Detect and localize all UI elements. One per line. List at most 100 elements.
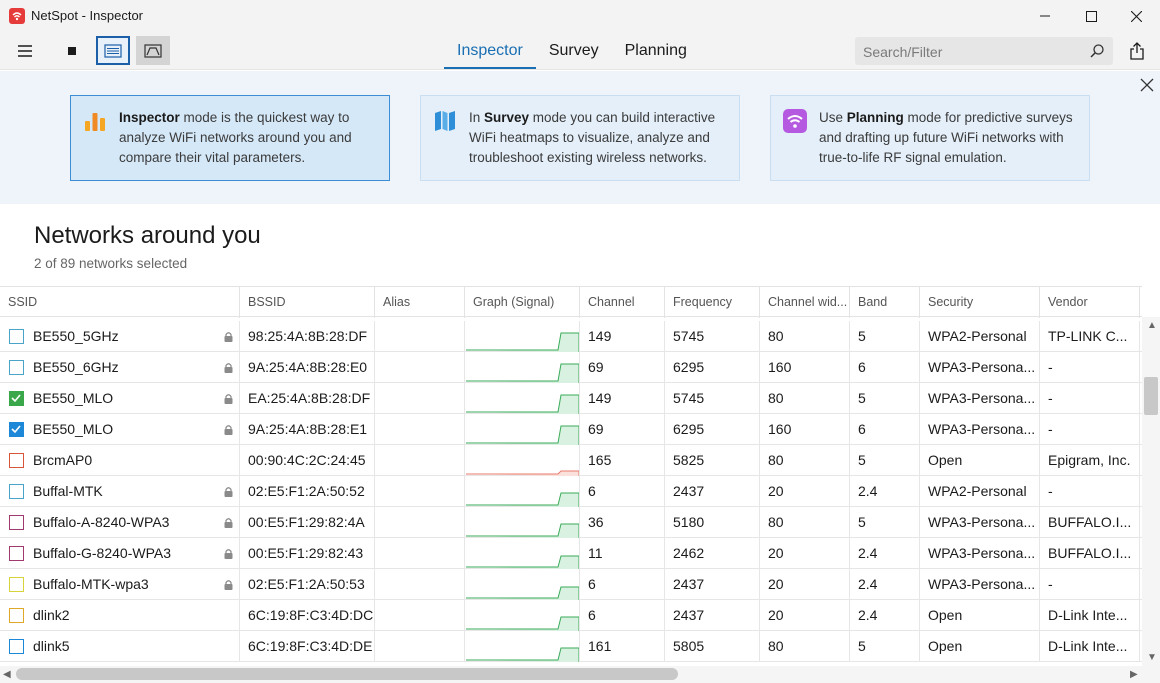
table-row[interactable]: BE550_MLO EA:25:4A:8B:28:DF 149 5745 80 5 WPA3…: [0, 383, 1142, 414]
table-view-button[interactable]: [96, 36, 130, 65]
scroll-down-icon[interactable]: ▼: [1147, 652, 1157, 663]
network-checkbox[interactable]: [9, 453, 24, 468]
cell-channel: 149: [580, 321, 665, 352]
cell-security: WPA2-Personal: [920, 476, 1040, 507]
scroll-left-icon[interactable]: ◀: [3, 669, 11, 680]
graph-view-button[interactable]: [136, 36, 170, 65]
header-col-security[interactable]: Security: [920, 287, 1040, 318]
table-row[interactable]: dlink2 6C:19:8F:C3:4D:DC 6 2437 20 2.4 Open D-L…: [0, 600, 1142, 631]
cell-vendor: -: [1040, 569, 1140, 600]
scroll-up-icon[interactable]: ▲: [1147, 320, 1157, 331]
cell-security: Open: [920, 631, 1040, 662]
tab-planning[interactable]: Planning: [624, 42, 687, 59]
network-checkbox[interactable]: [9, 608, 24, 623]
cell-vendor: D-Link Inte...: [1040, 631, 1140, 662]
header-col-alias[interactable]: Alias: [375, 287, 465, 318]
signal-sparkline: [466, 586, 580, 600]
cell-alias: [375, 414, 465, 445]
network-checkbox[interactable]: [9, 391, 24, 406]
signal-sparkline: [466, 555, 580, 569]
inspector-mode-card[interactable]: Inspector mode is the quickest way to an…: [70, 95, 390, 181]
cell-band: 6: [850, 352, 920, 383]
export-button[interactable]: [1124, 36, 1150, 66]
table-row[interactable]: Buffalo-G-8240-WPA3 00:E5:F1:29:82:43 11 24…: [0, 538, 1142, 569]
header-col-channel[interactable]: Channel: [580, 287, 665, 318]
header-col-ssid[interactable]: SSID: [0, 287, 240, 318]
network-checkbox[interactable]: [9, 484, 24, 499]
search-placeholder: Search/Filter: [863, 44, 943, 60]
cell-channel-width: 80: [760, 445, 850, 476]
cell-channel-width: 80: [760, 631, 850, 662]
scroll-right-icon[interactable]: ▶: [1130, 669, 1138, 680]
cell-alias: [375, 600, 465, 631]
table-row[interactable]: BrcmAP0 00:90:4C:2C:24:45 165 5825 80 5 Open Ep…: [0, 445, 1142, 476]
cell-band: 5: [850, 383, 920, 414]
cell-ssid: Buffalo-G-8240-WPA3: [0, 538, 240, 569]
header-col-type[interactable]: Ty: [1140, 287, 1142, 318]
network-checkbox[interactable]: [9, 515, 24, 530]
horizontal-scroll-thumb[interactable]: [16, 668, 678, 680]
header-col-band[interactable]: Band: [850, 287, 920, 318]
minimize-button[interactable]: [1022, 0, 1068, 32]
signal-graph: [466, 569, 580, 600]
cell-alias: [375, 569, 465, 600]
cell-vendor: D-Link Inte...: [1040, 600, 1140, 631]
table-row[interactable]: Buffalo-MTK-wpa3 02:E5:F1:2A:50:53 6 2437 20…: [0, 569, 1142, 600]
cell-alias: [375, 476, 465, 507]
header-col-frequency[interactable]: Frequency: [665, 287, 760, 318]
menu-button[interactable]: [8, 36, 42, 65]
maximize-button[interactable]: [1068, 0, 1114, 32]
signal-sparkline: [466, 492, 580, 507]
planning-mode-card[interactable]: Use Planning mode for predictive surveys…: [770, 95, 1090, 181]
table-row[interactable]: Buffal-MTK 02:E5:F1:2A:50:52 6 2437 20 2.4 WPA…: [0, 476, 1142, 507]
header-col-vendor[interactable]: Vendor: [1040, 287, 1140, 318]
network-checkbox[interactable]: [9, 639, 24, 654]
vertical-scrollbar[interactable]: [1142, 317, 1160, 666]
cell-vendor: BUFFALO.I...: [1040, 507, 1140, 538]
cell-ssid: BrcmAP0: [0, 445, 240, 476]
header-col-bssid[interactable]: BSSID: [240, 287, 375, 318]
table-row[interactable]: Buffalo-A-8240-WPA3 00:E5:F1:29:82:4A 36 51…: [0, 507, 1142, 538]
cell-band: 5: [850, 321, 920, 352]
cell-band: 2.4: [850, 600, 920, 631]
network-checkbox[interactable]: [9, 360, 24, 375]
signal-graph: [466, 600, 580, 631]
cell-frequency: 2462: [665, 538, 760, 569]
table-row[interactable]: BE550_MLO 9A:25:4A:8B:28:E1 69 6295 160 6 WPA3…: [0, 414, 1142, 445]
signal-graph: [466, 352, 580, 383]
cell-frequency: 6295: [665, 414, 760, 445]
cell-frequency: 2437: [665, 569, 760, 600]
ssid-label: dlink2: [33, 607, 70, 623]
lock-icon: [224, 518, 233, 528]
title-bar: NetSpot - Inspector: [0, 0, 1160, 32]
survey-mode-card[interactable]: In Survey mode you can build interactive…: [420, 95, 740, 181]
header-col-channel-width[interactable]: Channel wid...: [760, 287, 850, 318]
network-checkbox[interactable]: [9, 577, 24, 592]
cell-ssid: Buffal-MTK: [0, 476, 240, 507]
cell-channel-width: 80: [760, 383, 850, 414]
table-row[interactable]: BE550_6GHz 9A:25:4A:8B:28:E0 69 6295 160 6 WPA…: [0, 352, 1142, 383]
cell-band: 5: [850, 631, 920, 662]
header-col-graph[interactable]: Graph (Signal): [465, 287, 580, 318]
window-title: NetSpot - Inspector: [31, 8, 143, 23]
search-input[interactable]: Search/Filter: [855, 37, 1113, 65]
network-checkbox[interactable]: [9, 422, 24, 437]
cell-bssid: 9A:25:4A:8B:28:E1: [240, 414, 375, 445]
close-banner-icon[interactable]: [1139, 77, 1155, 93]
network-checkbox[interactable]: [9, 329, 24, 344]
tab-inspector[interactable]: Inspector: [444, 32, 536, 70]
close-window-button[interactable]: [1113, 0, 1159, 32]
table-row[interactable]: dlink5 6C:19:8F:C3:4D:DE 161 5805 80 5 Open D-L…: [0, 631, 1142, 662]
table-row[interactable]: BE550_5GHz 98:25:4A:8B:28:DF 149 5745 80 5 WPA…: [0, 321, 1142, 352]
lock-icon: [224, 363, 233, 373]
vertical-scroll-thumb[interactable]: [1144, 377, 1158, 415]
cell-ssid: BE550_MLO: [0, 414, 240, 445]
tab-survey[interactable]: Survey: [548, 42, 599, 59]
cell-ssid: BE550_5GHz: [0, 321, 240, 352]
cell-channel-width: 20: [760, 538, 850, 569]
signal-graph: [466, 383, 580, 414]
network-checkbox[interactable]: [9, 546, 24, 561]
cell-vendor: -: [1040, 352, 1140, 383]
stop-button[interactable]: [55, 36, 89, 65]
cell-bssid: 6C:19:8F:C3:4D:DC: [240, 600, 375, 631]
